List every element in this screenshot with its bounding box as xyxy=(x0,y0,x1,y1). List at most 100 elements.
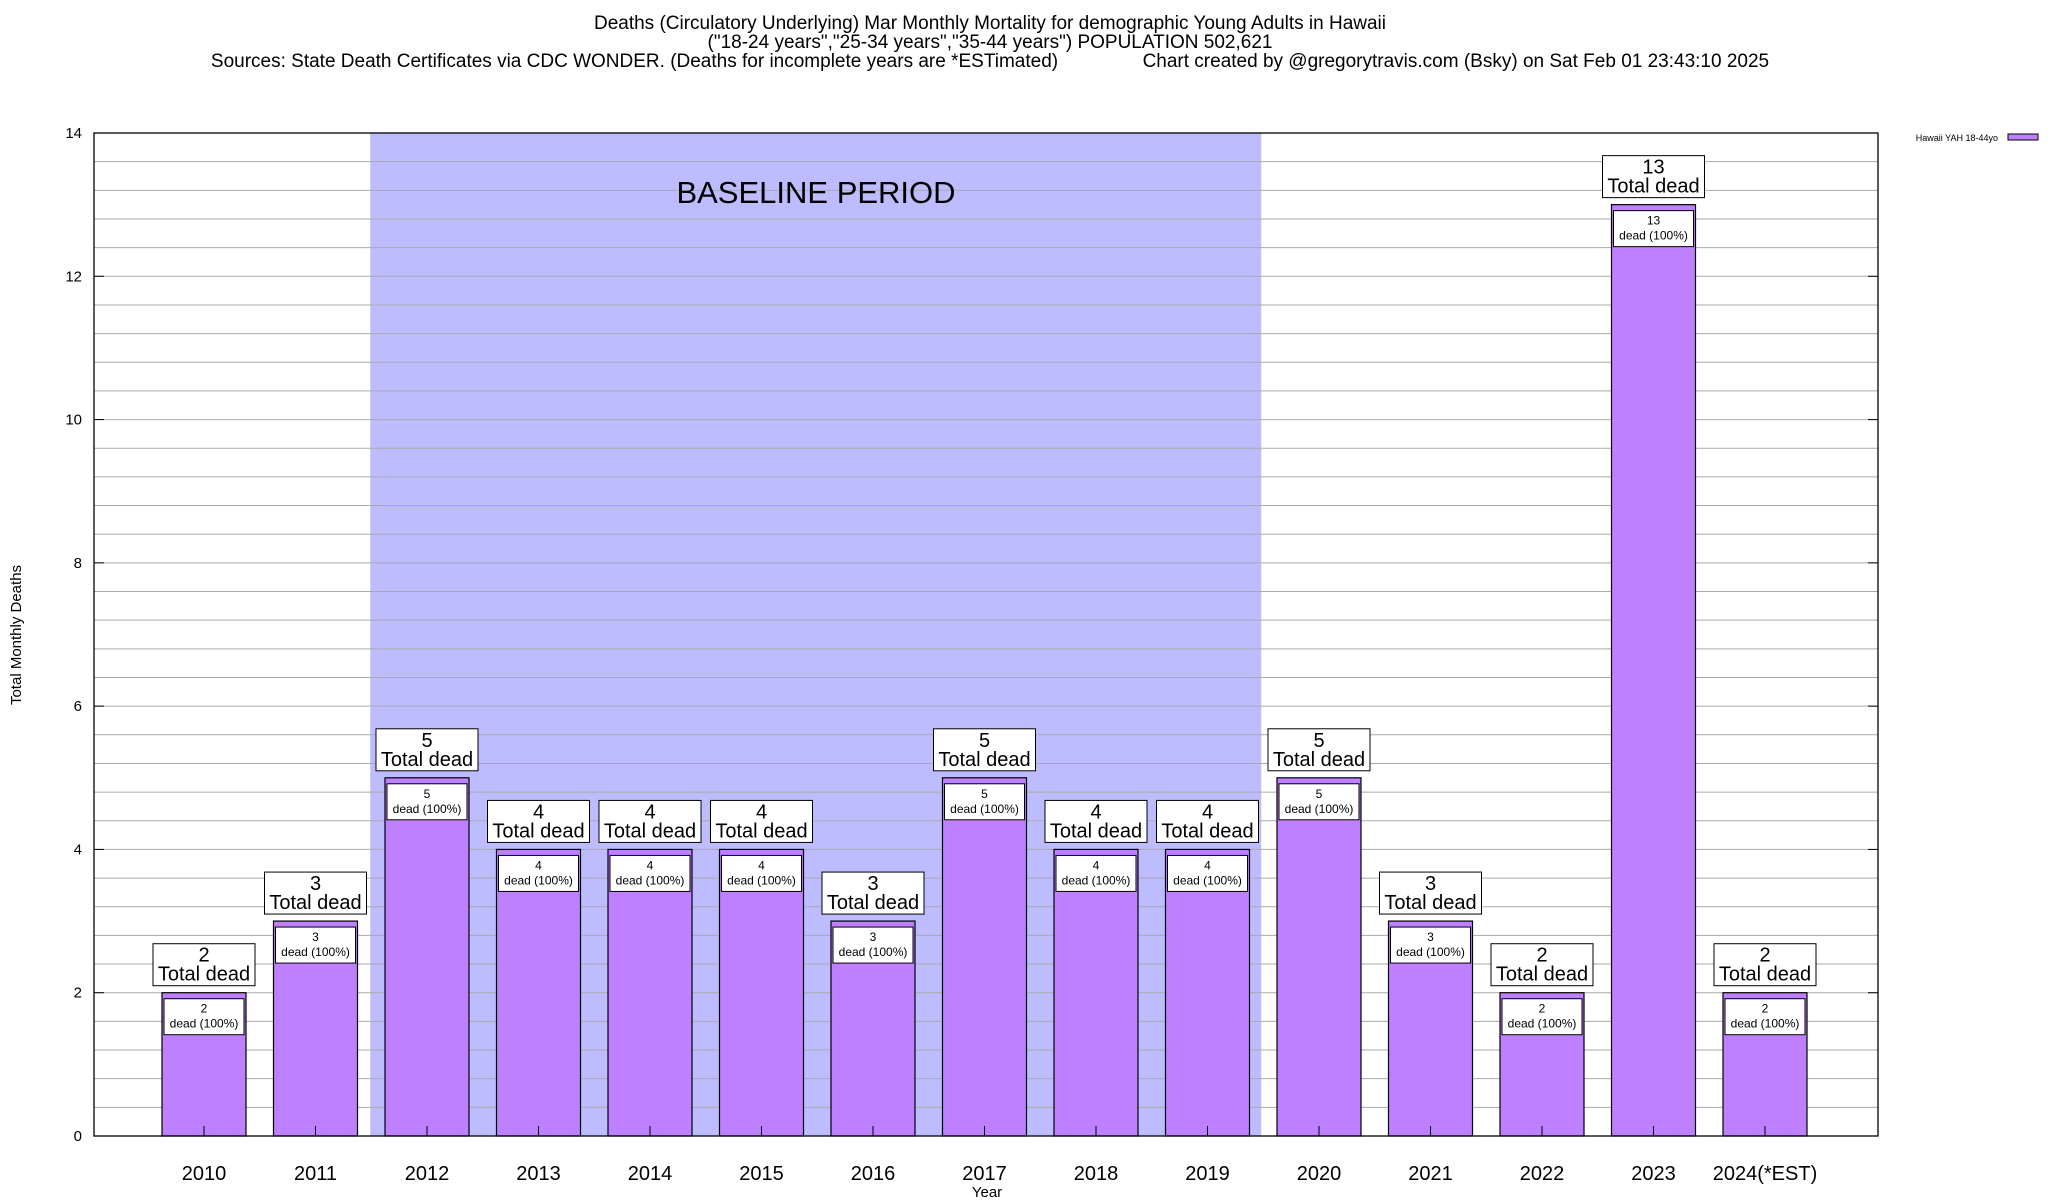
inner-value-label: 2 xyxy=(1539,1002,1546,1016)
chart-subtitle: ("18-24 years","25-34 years","35-44 year… xyxy=(707,32,1273,53)
total-label-box xyxy=(1713,943,1817,987)
inner-percent-label: dead (100%) xyxy=(1285,802,1354,816)
inner-value-label: 4 xyxy=(535,858,542,872)
total-label-box xyxy=(487,799,590,843)
x-tick-label: 2024(*EST) xyxy=(1713,1163,1818,1185)
total-dead-label: Total dead xyxy=(938,749,1030,771)
legend-swatch xyxy=(2007,133,2039,141)
inner-percent-label: dead (100%) xyxy=(839,945,908,959)
inner-value-label: 4 xyxy=(1093,858,1100,872)
x-tick-label: 2012 xyxy=(405,1163,450,1185)
total-label-box xyxy=(1602,155,1705,199)
inner-percent-label: dead (100%) xyxy=(1731,1017,1800,1031)
bar-2019 xyxy=(1164,848,1251,1137)
total-value-label: 13 xyxy=(1642,157,1664,179)
total-value-label: 5 xyxy=(979,730,990,752)
total-dead-label: Total dead xyxy=(158,964,250,986)
inner-percent-label: dead (100%) xyxy=(170,1017,239,1031)
inner-percent-label: dead (100%) xyxy=(1062,873,1131,887)
inner-percent-label: dead (100%) xyxy=(616,873,685,887)
y-tick-label: 2 xyxy=(74,985,82,1002)
total-dead-label: Total dead xyxy=(269,892,361,914)
chart-title-block: Deaths (Circulatory Underlying) Mar Mont… xyxy=(0,14,1980,71)
total-value-label: 4 xyxy=(756,801,767,823)
y-tick-label: 10 xyxy=(65,412,82,429)
x-tick-label: 2013 xyxy=(516,1163,561,1185)
x-tick-label: 2011 xyxy=(294,1163,337,1185)
total-value-label: 4 xyxy=(644,801,655,823)
y-tick-label: 14 xyxy=(65,125,82,142)
total-label-box xyxy=(152,943,256,987)
total-value-label: 4 xyxy=(1090,801,1101,823)
x-tick-label: 2023 xyxy=(1631,1163,1676,1185)
bar-2020 xyxy=(1276,777,1362,1137)
inner-value-label: 2 xyxy=(201,1002,208,1016)
total-label-box xyxy=(821,871,925,915)
x-tick-label: 2019 xyxy=(1185,1163,1230,1185)
inner-percent-label: dead (100%) xyxy=(393,802,462,816)
inner-label-box xyxy=(832,926,914,964)
total-label-box xyxy=(1379,871,1482,915)
inner-label-box xyxy=(944,783,1025,821)
chart-source-line: Sources: State Death Certificates via CD… xyxy=(0,52,1980,71)
x-tick-label: 2021 xyxy=(1408,1163,1453,1185)
inner-value-label: 2 xyxy=(1762,1002,1769,1016)
total-dead-label: Total dead xyxy=(1496,964,1588,986)
inner-percent-label: dead (100%) xyxy=(504,873,573,887)
total-value-label: 2 xyxy=(1759,945,1770,967)
total-value-label: 5 xyxy=(1313,730,1324,752)
total-value-label: 3 xyxy=(310,873,321,895)
x-tick-label: 2018 xyxy=(1074,1163,1119,1185)
bar-2013 xyxy=(495,848,582,1137)
inner-percent-label: dead (100%) xyxy=(1396,945,1465,959)
plot-frame xyxy=(93,132,1879,1137)
inner-value-label: 13 xyxy=(1647,214,1661,228)
bar-2023 xyxy=(1610,204,1697,1137)
inner-label-box xyxy=(1613,210,1694,248)
total-dead-label: Total dead xyxy=(1384,892,1476,914)
total-value-label: 2 xyxy=(198,945,209,967)
inner-label-box xyxy=(1724,998,1806,1036)
total-dead-label: Total dead xyxy=(827,892,919,914)
total-dead-label: Total dead xyxy=(604,820,696,842)
legend-label: Hawaii YAH 18-44yo xyxy=(1916,133,1998,143)
total-dead-label: Total dead xyxy=(1050,820,1142,842)
bar-2012 xyxy=(384,777,470,1137)
inner-percent-label: dead (100%) xyxy=(950,802,1019,816)
total-label-box xyxy=(1490,943,1594,987)
inner-value-label: 5 xyxy=(981,787,988,801)
inner-value-label: 4 xyxy=(647,858,654,872)
inner-percent-label: dead (100%) xyxy=(281,945,350,959)
inner-value-label: 4 xyxy=(1204,858,1211,872)
inner-label-box xyxy=(498,854,579,892)
inner-percent-label: dead (100%) xyxy=(1619,229,1688,243)
inner-label-box xyxy=(1278,783,1360,821)
inner-percent-label: dead (100%) xyxy=(727,873,796,887)
total-dead-label: Total dead xyxy=(492,820,584,842)
baseline-period-label: BASELINE PERIOD xyxy=(676,175,955,210)
x-tick-label: 2014 xyxy=(628,1163,673,1185)
y-tick-label: 0 xyxy=(74,1128,82,1145)
bar-2017 xyxy=(941,777,1028,1137)
total-label-box xyxy=(1044,799,1148,843)
inner-label-box xyxy=(1390,926,1471,964)
total-value-label: 3 xyxy=(867,873,878,895)
total-label-box xyxy=(1156,799,1259,843)
x-tick-label: 2017 xyxy=(962,1163,1007,1185)
chart-credit: Chart created by @gregorytravis.com (Bsk… xyxy=(1142,51,1770,72)
inner-label-box xyxy=(721,854,802,892)
inner-label-box xyxy=(1167,854,1248,892)
total-dead-label: Total dead xyxy=(1607,176,1699,198)
total-label-box xyxy=(598,799,702,843)
bar-2018 xyxy=(1053,848,1139,1137)
total-dead-label: Total dead xyxy=(715,820,807,842)
total-value-label: 2 xyxy=(1536,945,1547,967)
inner-value-label: 3 xyxy=(1427,930,1434,944)
total-value-label: 5 xyxy=(421,730,432,752)
total-label-box xyxy=(933,728,1036,772)
inner-label-box xyxy=(1055,854,1137,892)
inner-value-label: 3 xyxy=(312,930,319,944)
bar-2015 xyxy=(718,848,805,1137)
y-axis-label: Total Monthly Deaths xyxy=(8,565,25,705)
